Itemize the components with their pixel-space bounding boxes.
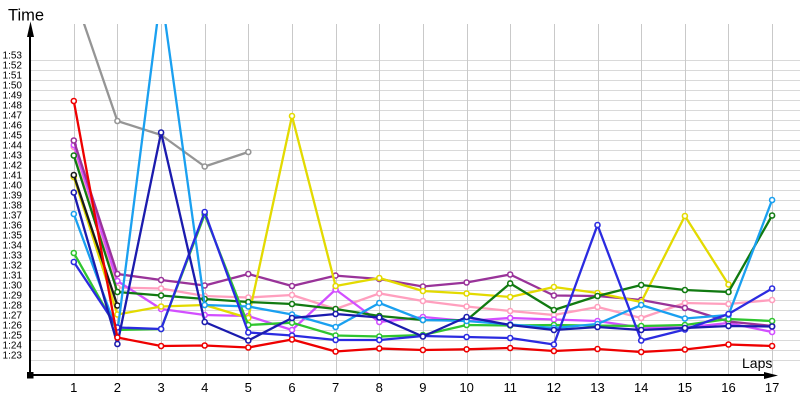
svg-text:1:38: 1:38: [3, 201, 23, 212]
svg-text:Time: Time: [8, 7, 44, 25]
svg-text:1:45: 1:45: [3, 131, 23, 142]
svg-text:1: 1: [70, 380, 77, 395]
svg-text:1:48: 1:48: [3, 101, 23, 112]
svg-text:1:42: 1:42: [3, 161, 23, 172]
svg-text:1:26: 1:26: [3, 321, 23, 332]
svg-text:6: 6: [288, 380, 295, 395]
svg-text:1:44: 1:44: [3, 141, 23, 152]
svg-text:5: 5: [245, 380, 252, 395]
svg-text:1:47: 1:47: [3, 111, 23, 122]
svg-text:8: 8: [376, 380, 383, 395]
svg-text:1:49: 1:49: [3, 91, 23, 102]
svg-text:15: 15: [678, 380, 692, 395]
svg-text:10: 10: [459, 380, 473, 395]
svg-text:1:40: 1:40: [3, 181, 23, 192]
svg-text:Laps: Laps: [742, 355, 772, 371]
svg-text:1:33: 1:33: [3, 251, 23, 262]
svg-text:1:36: 1:36: [3, 221, 23, 232]
svg-text:12: 12: [547, 380, 561, 395]
svg-text:1:37: 1:37: [3, 211, 23, 222]
svg-text:4: 4: [201, 380, 208, 395]
svg-text:1:30: 1:30: [3, 281, 23, 292]
svg-text:1:29: 1:29: [3, 291, 23, 302]
svg-text:1:27: 1:27: [3, 311, 23, 322]
svg-text:16: 16: [721, 380, 735, 395]
svg-text:1:50: 1:50: [3, 81, 23, 92]
svg-text:14: 14: [634, 380, 648, 395]
svg-text:3: 3: [157, 380, 164, 395]
svg-text:1:43: 1:43: [3, 151, 23, 162]
svg-text:17: 17: [765, 380, 779, 395]
svg-text:1:32: 1:32: [3, 261, 23, 272]
svg-text:13: 13: [590, 380, 604, 395]
svg-text:1:35: 1:35: [3, 231, 23, 242]
svg-text:1:41: 1:41: [3, 171, 23, 182]
svg-text:1:52: 1:52: [3, 61, 23, 72]
svg-text:1:53: 1:53: [3, 51, 23, 62]
svg-text:9: 9: [419, 380, 426, 395]
svg-text:1:24: 1:24: [3, 341, 23, 352]
svg-text:7: 7: [332, 380, 339, 395]
svg-text:1:46: 1:46: [3, 121, 23, 132]
svg-text:1:23: 1:23: [3, 351, 23, 362]
svg-text:1:25: 1:25: [3, 331, 23, 342]
svg-text:1:34: 1:34: [3, 241, 23, 252]
svg-text:1:39: 1:39: [3, 191, 23, 202]
svg-text:1:28: 1:28: [3, 301, 23, 312]
svg-text:1:31: 1:31: [3, 271, 23, 282]
svg-text:1:51: 1:51: [3, 71, 23, 82]
svg-text:2: 2: [114, 380, 121, 395]
svg-text:11: 11: [503, 380, 517, 395]
